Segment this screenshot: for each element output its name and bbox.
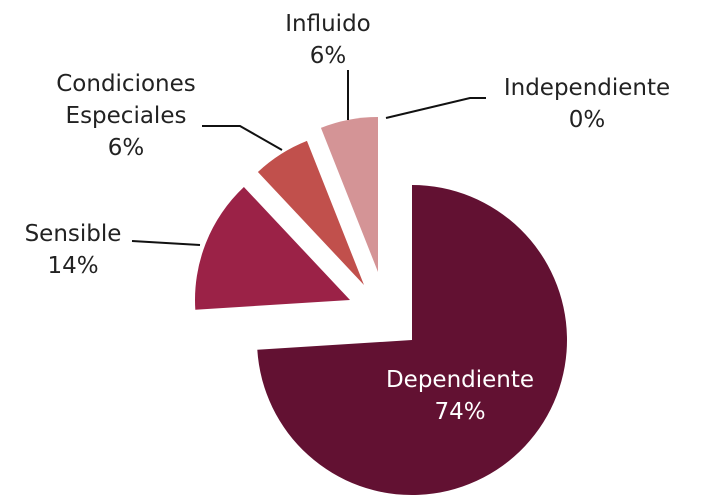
pie-slice (257, 140, 364, 285)
leader-line (131, 240, 201, 246)
slice-label: Influido 6% (248, 8, 408, 72)
category-label: Condiciones Especiales (56, 71, 196, 129)
category-label: Independiente (503, 75, 671, 101)
category-label: Influido (285, 11, 371, 37)
pie-slice (257, 185, 567, 495)
category-label: Dependiente (385, 367, 535, 393)
leader-line (202, 125, 283, 151)
pie-slice (195, 187, 350, 310)
value-label: 6% (309, 43, 347, 69)
slice-label: Dependiente 74% (370, 364, 550, 428)
value-label: 0% (568, 107, 606, 133)
slice-label: Condiciones Especiales 6% (40, 68, 212, 164)
value-label: 14% (47, 253, 99, 279)
category-label: Sensible (24, 221, 122, 247)
slice-label: Independiente 0% (480, 72, 694, 136)
leader-line (385, 97, 486, 119)
pie-slice (320, 117, 378, 272)
slices (195, 117, 567, 495)
slice-label: Sensible 14% (0, 218, 146, 282)
value-label: 74% (434, 399, 486, 425)
value-label: 6% (107, 135, 145, 161)
